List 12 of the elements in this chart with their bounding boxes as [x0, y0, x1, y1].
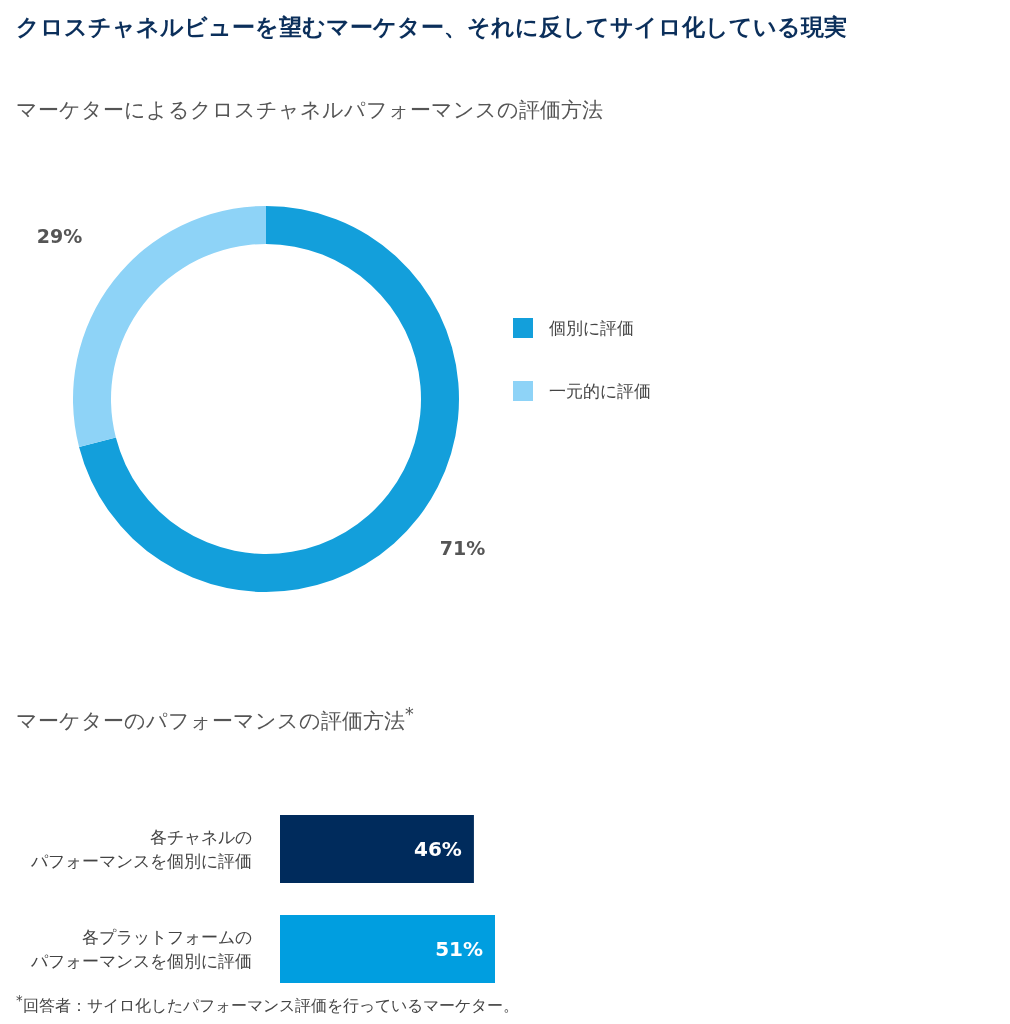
y-tick-label: 各チャネルのパフォーマンスを個別に評価 — [30, 827, 252, 871]
annotation: $^{*}$回答者：サイロ化したパフォーマンス評価を行っているマーケター。 — [16, 992, 519, 1018]
data-label: 46% — [414, 837, 462, 862]
legend-label: 一元的に評価 — [549, 379, 651, 403]
data-label: 51% — [435, 937, 483, 962]
chart-title: クロスチャネルビューを望むマーケター、それに反してサイロ化している現実 — [16, 13, 847, 42]
chart-subtitle: マーケターによるクロスチャネルパフォーマンスの評価方法 — [16, 97, 603, 124]
data-label: 29% — [35, 224, 84, 247]
chart-title: マーケターのパフォーマンスの評価方法$^{*}$ — [16, 704, 414, 735]
legend-label: 個別に評価 — [549, 316, 634, 340]
y-tick-label: 各プラットフォームのパフォーマンスを個別に評価 — [30, 927, 252, 971]
data-label: 71% — [438, 537, 487, 560]
